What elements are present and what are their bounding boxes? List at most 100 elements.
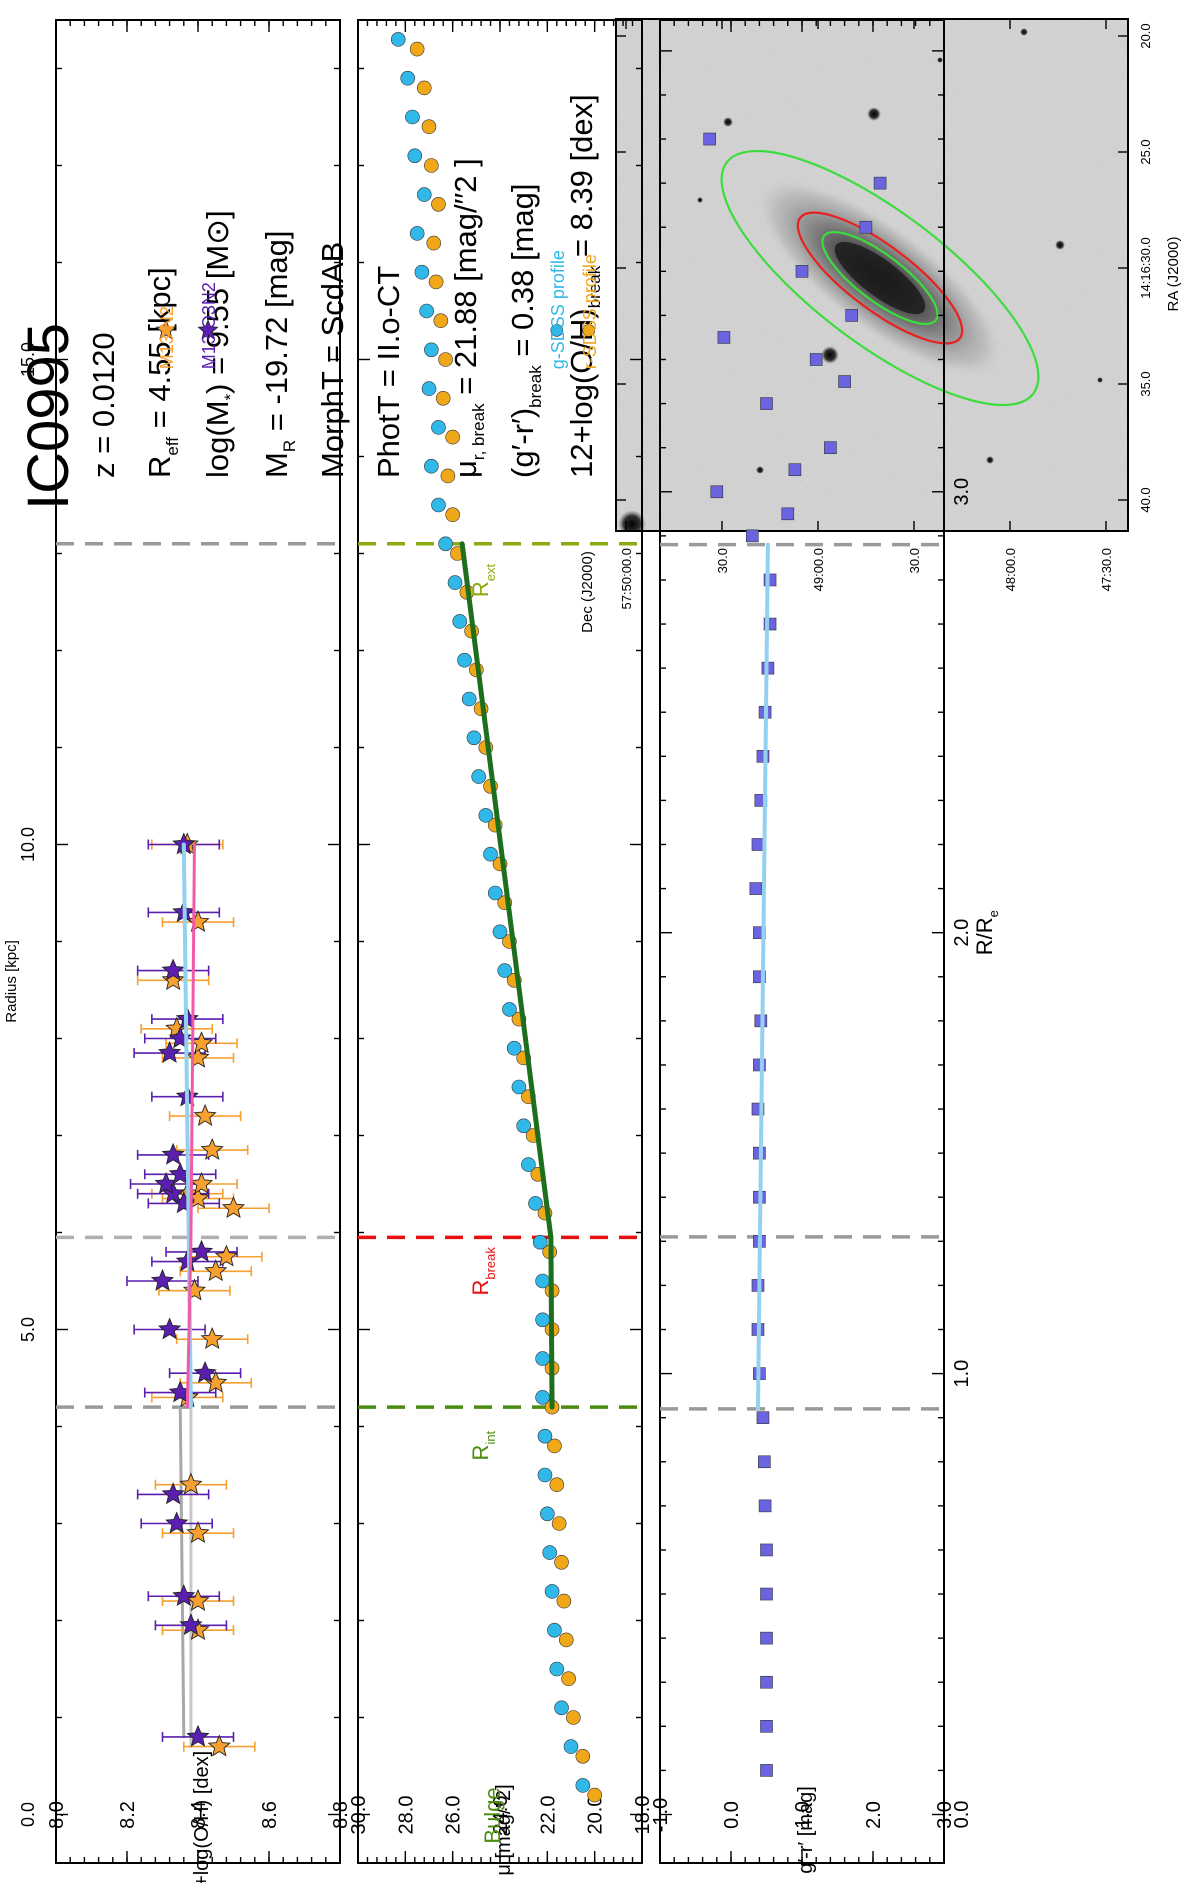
color-tick-label: 1.0 bbox=[792, 1801, 814, 1829]
r-profile-point bbox=[409, 41, 425, 57]
m13-n2-point bbox=[161, 968, 185, 991]
radius-tick-label: 15.0 bbox=[18, 342, 38, 377]
mu-axis-title: μ [mag/′′2] bbox=[493, 1784, 515, 1875]
color-profile-point bbox=[751, 838, 765, 851]
dec-axis-title: Dec (J2000) bbox=[579, 551, 596, 633]
g-profile-point bbox=[457, 652, 472, 668]
color-profile-point bbox=[760, 1631, 773, 1645]
color-profile-point bbox=[795, 265, 809, 278]
ra-axis-title: RA (J2000) bbox=[1165, 236, 1182, 311]
re-axis-title: R/Re bbox=[972, 910, 1001, 955]
legend-r-label: r-SDSS profile bbox=[580, 254, 600, 369]
oxygen-abundance-panel: 8.0 8.2 8.4 8.6 8.8 12+log(O/H) [dex] M13 N2 M1… bbox=[46, 19, 352, 1888]
abundance-tick-label: 8.4 bbox=[188, 1801, 210, 1829]
g-profile-point bbox=[400, 70, 416, 86]
color-profile-point bbox=[760, 1543, 773, 1557]
g-profile-point bbox=[407, 148, 423, 164]
g-profile-point bbox=[554, 1700, 569, 1716]
color-tick-label: -1.0 bbox=[650, 1798, 672, 1832]
color-profile-point bbox=[760, 397, 773, 410]
g-profile-point bbox=[419, 303, 434, 319]
color-profile-point bbox=[760, 1675, 773, 1689]
bulge-label: Bulge bbox=[480, 1787, 505, 1843]
color-profile-point bbox=[845, 309, 859, 322]
r-profile-point bbox=[445, 507, 460, 523]
g-profile-point bbox=[405, 109, 420, 125]
g-profile-point bbox=[424, 342, 439, 358]
g-profile-point bbox=[535, 1351, 550, 1366]
m13-o3n2-point bbox=[161, 1181, 185, 1204]
m13-n2-point bbox=[186, 1521, 210, 1544]
shared-axes: 0.0 5.0 10.0 15.0 Radius [kpc] 0.0 1.0 2.0 3.0 R/… bbox=[3, 342, 1001, 1828]
mu-tick-label: 24.0 bbox=[490, 1796, 512, 1835]
mu-tick-label: 26.0 bbox=[443, 1796, 465, 1835]
g-profile-point bbox=[438, 536, 453, 552]
legend-n2-marker bbox=[155, 319, 177, 340]
g-profile-point bbox=[483, 846, 498, 862]
dec-tick-label: 48:00.0 bbox=[1003, 548, 1018, 591]
g-profile-point bbox=[492, 924, 508, 940]
color-fit-line bbox=[755, 542, 770, 1411]
legend-o3n2-marker bbox=[197, 319, 219, 340]
g-profile-point bbox=[535, 1390, 550, 1405]
g-profile-point bbox=[521, 1157, 536, 1172]
mu-tick-label: 20.0 bbox=[585, 1796, 607, 1835]
m13-o3n2-point bbox=[189, 1239, 214, 1262]
g-profile-point bbox=[528, 1196, 543, 1211]
r-profile-point bbox=[551, 1516, 567, 1531]
ra-tick-label: 25.0 bbox=[1138, 139, 1153, 164]
color-profile-point bbox=[760, 1587, 773, 1601]
r-int-label: Rint bbox=[468, 1430, 498, 1460]
color-profile-point bbox=[717, 331, 731, 344]
mu-tick-label: 28.0 bbox=[395, 1796, 417, 1835]
color-profile-panel: -1.0 0.0 1.0 2.0 3.0 g′-r′ [mag] bbox=[650, 19, 956, 1874]
m13-o3n2-point bbox=[165, 1511, 189, 1534]
m13-o3n2-point bbox=[179, 1613, 203, 1636]
color-profile-point bbox=[838, 375, 851, 388]
radius-axis-title: Radius [kpc] bbox=[3, 940, 20, 1023]
g-profile-point bbox=[497, 963, 513, 978]
profile-fit-line bbox=[459, 541, 555, 1410]
r-profile-point bbox=[424, 158, 439, 173]
effective-radius-label: Reff = 4.55 [kpc] bbox=[142, 267, 182, 478]
m13-o3n2-point bbox=[157, 1040, 182, 1063]
ra-tick-label: 14:16:30.0 bbox=[1138, 237, 1153, 298]
r-profile-point bbox=[549, 1477, 565, 1492]
color-tick-label: 2.0 bbox=[863, 1801, 885, 1829]
color-profile-point bbox=[781, 507, 795, 521]
g-profile-point bbox=[502, 1002, 517, 1017]
m13-o3n2-point bbox=[172, 1584, 196, 1607]
color-tick-label: 0.0 bbox=[721, 1801, 743, 1829]
r-profile-point bbox=[561, 1671, 576, 1686]
m13-n2-point bbox=[182, 1278, 207, 1301]
color-axis-title: g′-r′ [mag] bbox=[795, 1786, 817, 1874]
radius-tick-label: 5.0 bbox=[18, 1317, 38, 1342]
image-tick-labels: 57:50:00.0 30.0 49:00.0 30.0 48:00.0 47:30.0 4… bbox=[619, 23, 1153, 609]
ra-tick-label: 20.0 bbox=[1138, 23, 1153, 48]
g-profile-point bbox=[549, 1661, 565, 1677]
m13-n2-point bbox=[200, 1327, 224, 1350]
g-profile-point bbox=[466, 730, 482, 746]
g-profile-point bbox=[416, 187, 432, 202]
r-profile-point bbox=[431, 197, 446, 212]
radius-tick-label: 10.0 bbox=[18, 827, 38, 862]
color-profile-point bbox=[760, 1720, 773, 1733]
legend-g-marker bbox=[550, 324, 564, 337]
galaxy-name: IC0995 bbox=[16, 323, 81, 510]
abundance-tick-label: 8.0 bbox=[46, 1801, 68, 1829]
m13-o3n2-point bbox=[186, 1724, 210, 1747]
break-radius-ellipse bbox=[796, 211, 964, 345]
g-profile-point bbox=[575, 1778, 591, 1793]
abundance-tick-label: 8.8 bbox=[330, 1801, 352, 1829]
g-profile-point bbox=[390, 32, 406, 47]
m13-n2-point bbox=[200, 1137, 224, 1160]
dec-tick-label: 57:50:00.0 bbox=[619, 548, 634, 609]
m13-o3n2-point bbox=[161, 958, 185, 981]
inner-fit-line-o3n2 bbox=[178, 1405, 186, 1739]
g-profile-point bbox=[540, 1506, 555, 1522]
g-profile-point bbox=[542, 1545, 558, 1560]
mu-tick-label: 18.0 bbox=[632, 1796, 654, 1835]
color-profile-point bbox=[873, 176, 887, 190]
